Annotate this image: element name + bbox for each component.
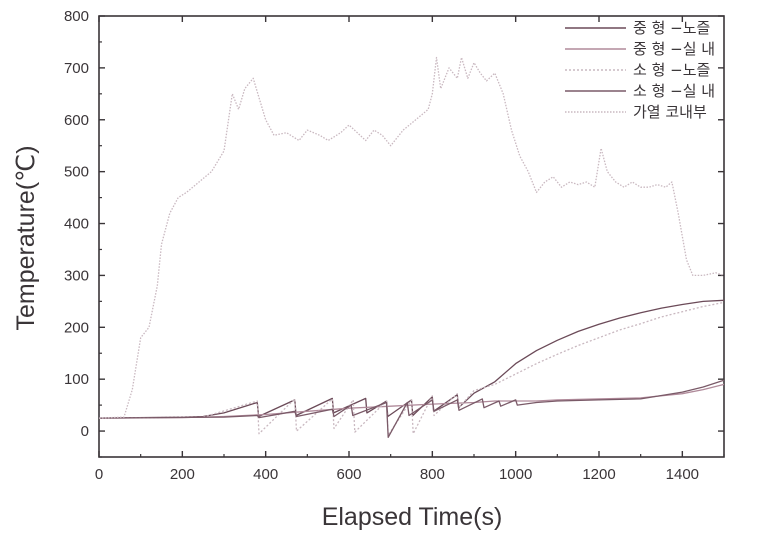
series-lines xyxy=(98,56,725,438)
x-tick-label: 1400 xyxy=(666,466,699,483)
y-tick-label: 600 xyxy=(64,112,89,129)
y-tick-label: 800 xyxy=(64,8,89,25)
x-tick-label: 1000 xyxy=(499,466,532,483)
x-tick-label: 1200 xyxy=(582,466,615,483)
y-axis-title: Temperature(℃) xyxy=(12,145,40,330)
axes: 0 200 400 600 800 1000 1200 1400 0 100 200 300 400 50… xyxy=(64,8,725,483)
y-tick-label: 100 xyxy=(64,371,89,388)
y-tick-label: 700 xyxy=(64,60,89,77)
legend: 중 형 −노즐중 형 −실 내소 형 −노즐소 형 −실 내가열 코내부 xyxy=(565,19,715,121)
legend-label-4: 소 형 −실 내 xyxy=(633,82,715,100)
x-tick-label: 400 xyxy=(253,466,278,483)
y-tick-label: 500 xyxy=(64,164,89,181)
legend-label-3: 소 형 −노즐 xyxy=(633,61,710,79)
y-tick-label: 0 xyxy=(81,423,89,440)
plot-frame xyxy=(98,15,725,458)
x-tick-label: 0 xyxy=(95,466,103,483)
legend-label-5: 가열 코내부 xyxy=(633,103,707,121)
series-line-4 xyxy=(98,379,725,438)
x-tick-label: 600 xyxy=(336,466,361,483)
legend-label-2: 중 형 −실 내 xyxy=(633,40,715,58)
x-tick-label: 800 xyxy=(420,466,445,483)
series-line-5 xyxy=(98,56,725,419)
y-tick-label: 400 xyxy=(64,216,89,233)
legend-label-1: 중 형 −노즐 xyxy=(633,19,710,37)
y-tick-label: 300 xyxy=(64,267,89,284)
series-line-3 xyxy=(98,301,725,436)
y-tick-label: 200 xyxy=(64,319,89,336)
x-tick-label: 200 xyxy=(170,466,195,483)
x-axis-title: Elapsed Time(s) xyxy=(322,503,503,531)
